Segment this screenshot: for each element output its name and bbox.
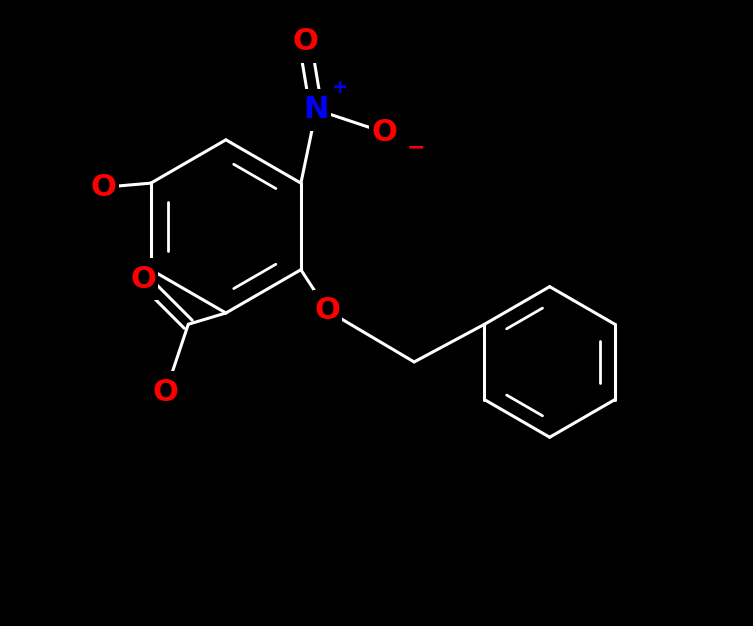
FancyBboxPatch shape xyxy=(89,166,118,208)
Text: O: O xyxy=(130,265,156,294)
Text: N: N xyxy=(303,95,329,124)
Text: O: O xyxy=(315,296,340,326)
Text: +: + xyxy=(332,78,349,96)
Text: −: − xyxy=(407,137,425,157)
FancyBboxPatch shape xyxy=(301,89,331,131)
FancyBboxPatch shape xyxy=(312,290,342,332)
FancyBboxPatch shape xyxy=(369,111,398,153)
FancyBboxPatch shape xyxy=(151,371,181,413)
Text: O: O xyxy=(371,118,397,146)
FancyBboxPatch shape xyxy=(128,258,157,300)
FancyBboxPatch shape xyxy=(290,21,319,63)
Text: O: O xyxy=(292,28,318,56)
Text: O: O xyxy=(153,377,178,406)
Text: O: O xyxy=(91,173,117,202)
